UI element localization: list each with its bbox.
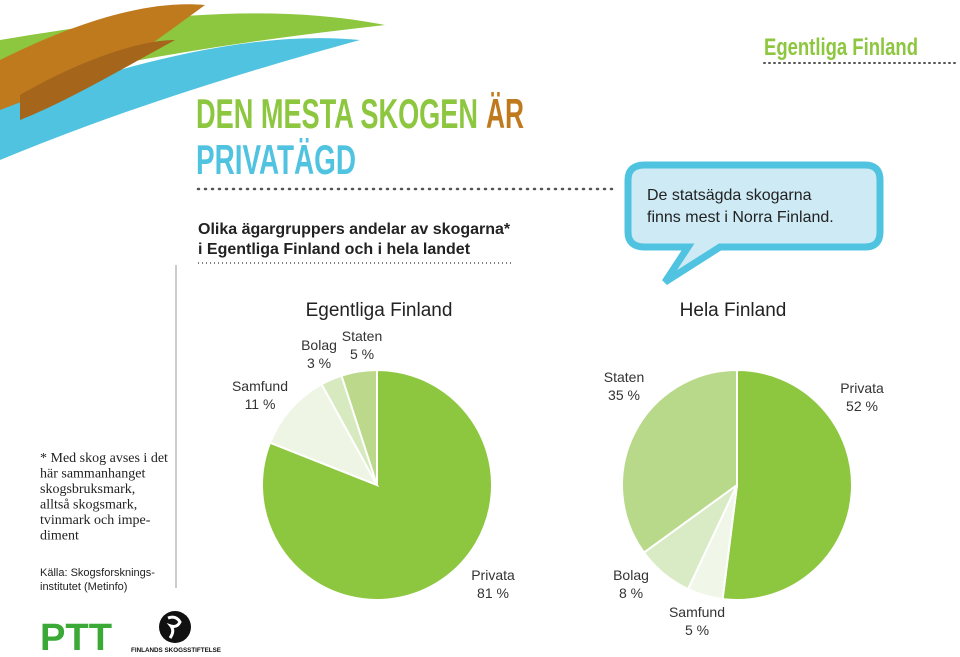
slice-label: Bolag xyxy=(613,567,649,583)
footnote: alltså skogsmark, xyxy=(40,498,137,513)
subtitle: Olika ägargruppers andelar av skogarna* xyxy=(198,221,511,238)
slice-label: Samfund xyxy=(232,378,288,394)
slice-label: Samfund xyxy=(669,604,725,620)
source: institutet (Metinfo) xyxy=(40,581,127,593)
title: DEN MESTA SKOGEN xyxy=(196,90,478,137)
title: PRIVATÄGD xyxy=(196,136,356,183)
footnote: * Med skog avses i det xyxy=(40,451,168,466)
slice-value-label: 5 % xyxy=(350,346,374,362)
slice-label: Privata xyxy=(471,567,515,583)
footnote: tvinmark och impe- xyxy=(40,513,151,528)
callout-bubble xyxy=(624,161,884,285)
source: Källa: Skogsforsknings- xyxy=(40,567,155,579)
slice-value-label: 11 % xyxy=(245,396,276,412)
footnote: diment xyxy=(40,529,79,544)
brush-decoration xyxy=(0,4,385,160)
slice-value-label: 8 % xyxy=(619,585,643,601)
callout-text: De statsägda skogarna xyxy=(647,187,812,204)
pie-slice xyxy=(340,368,378,486)
subtitle: i Egentliga Finland och i hela landet xyxy=(198,241,471,258)
region-label: Egentliga Finland xyxy=(764,34,918,61)
pie-slice xyxy=(721,368,853,601)
footnote: här sammanhanget xyxy=(40,467,145,482)
slice-label: Staten xyxy=(604,369,644,385)
slice-value-label: 5 % xyxy=(685,622,709,638)
pie-slice xyxy=(621,368,738,554)
pie-slice xyxy=(268,382,380,487)
slice-value-label: 3 % xyxy=(307,355,331,371)
chart-title: Egentliga Finland xyxy=(306,300,453,321)
slice-label: Privata xyxy=(840,380,884,396)
chart-title: Hela Finland xyxy=(680,300,787,321)
slice-value-label: 52 % xyxy=(846,398,878,414)
slice-value-label: 81 % xyxy=(477,585,509,601)
pie-slice xyxy=(261,368,493,601)
title-highlight: ÄR xyxy=(486,90,524,137)
slice-label: Staten xyxy=(342,328,382,344)
foundation-name: FINLANDS SKOGSSTIFTELSE xyxy=(131,648,221,654)
slice-value-label: 35 % xyxy=(608,387,640,403)
footnote: skogsbruksmark, xyxy=(40,482,135,497)
ptt-logo: PTT xyxy=(40,617,112,657)
callout-text: finns mest i Norra Finland. xyxy=(647,209,834,226)
slice-label: Bolag xyxy=(301,337,337,353)
